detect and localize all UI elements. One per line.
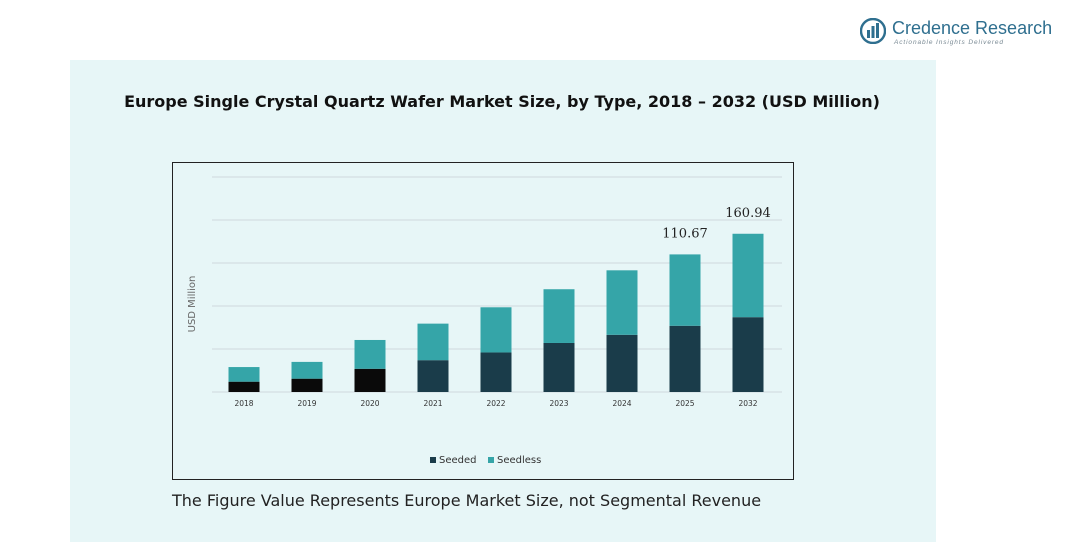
bar-seeded-2023 <box>543 342 575 392</box>
legend-swatch-seedless <box>488 457 494 463</box>
bar-seedless-2021 <box>417 323 449 361</box>
y-axis-label: USD Million <box>187 276 198 333</box>
bar-seeded-2022 <box>480 352 512 392</box>
x-tick-label-2021: 2021 <box>423 399 442 408</box>
x-tick-label-2025: 2025 <box>675 399 694 408</box>
bar-seedless-2025 <box>669 254 701 326</box>
data-label-2032: 160.94 <box>725 206 771 221</box>
x-tick-label-2022: 2022 <box>486 399 505 408</box>
x-tick-labels: 2018 2019 2020 2021 2022 2023 2024 2025 2032 <box>234 399 757 408</box>
brand-name: Credence Research <box>892 18 1053 38</box>
legend-label-seedless: Seedless <box>497 455 541 466</box>
bar-seeded-2020 <box>354 368 386 392</box>
bar-seedless-2022 <box>480 307 512 353</box>
bar-seeded-2018 <box>228 381 260 392</box>
x-tick-label-2018: 2018 <box>234 399 253 408</box>
brand-logo: Credence Research Actionable Insights De… <box>860 16 1053 50</box>
legend-swatch-seeded <box>430 457 436 463</box>
bar-seedless-2018 <box>228 367 260 382</box>
legend-label-seeded: Seeded <box>439 455 477 466</box>
bar-seedless-2019 <box>291 361 323 379</box>
bar-seeded-2019 <box>291 378 323 392</box>
x-tick-label-2032: 2032 <box>738 399 757 408</box>
bar-seedless-2020 <box>354 339 386 369</box>
bar-seeded-2024 <box>606 334 638 392</box>
bar-chart-logo-icon <box>860 18 886 44</box>
legend: Seeded Seedless <box>430 455 541 466</box>
bar-seedless-2023 <box>543 289 575 343</box>
x-tick-label-2020: 2020 <box>360 399 379 408</box>
footnote: The Figure Value Represents Europe Marke… <box>172 491 762 510</box>
stacked-bar-chart: 2018 2019 2020 2021 2022 2023 2024 2025 2032 110… <box>187 176 782 466</box>
bar-seeded-2032 <box>732 317 764 392</box>
bar-seeded-2025 <box>669 325 701 392</box>
bar-seedless-2024 <box>606 270 638 335</box>
brand-tagline: Actionable Insights Delivered <box>894 39 1004 46</box>
bar-seedless-2032 <box>732 233 764 318</box>
data-labels: 110.67 160.94 <box>662 206 771 242</box>
bar-seeded-2021 <box>417 360 449 392</box>
x-tick-label-2024: 2024 <box>612 399 631 408</box>
chart-title: Europe Single Crystal Quartz Wafer Marke… <box>124 92 880 111</box>
chart-panel <box>70 60 936 542</box>
x-tick-label-2019: 2019 <box>297 399 316 408</box>
x-tick-label-2023: 2023 <box>549 399 568 408</box>
bars <box>228 233 764 392</box>
data-label-2025: 110.67 <box>662 226 708 241</box>
